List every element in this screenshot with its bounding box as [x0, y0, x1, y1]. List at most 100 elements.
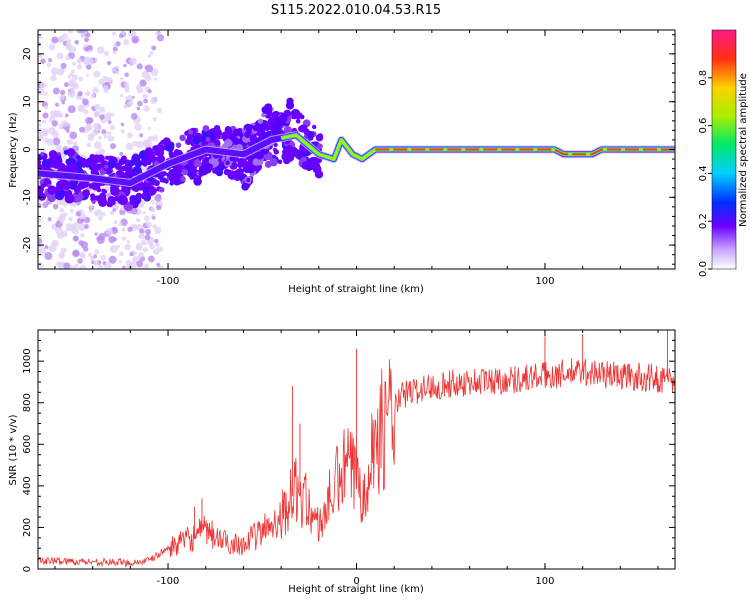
spectral-speckle	[124, 72, 129, 77]
spectral-speckle	[142, 211, 146, 215]
spectral-speckle	[138, 251, 144, 258]
colorbar-tick-label: 0.6	[698, 118, 709, 134]
spectral-speckle	[111, 113, 115, 117]
spectral-blob	[261, 132, 268, 139]
spectral-speckle	[119, 151, 124, 156]
spectral-speckle	[100, 254, 107, 261]
spectral-speckle	[42, 119, 47, 124]
spectral-speckle	[38, 202, 42, 208]
spectral-speckle	[65, 227, 70, 232]
spectral-speckle	[52, 203, 59, 210]
spectral-streak-blob	[278, 113, 288, 123]
spectral-speckle	[79, 105, 84, 110]
spectral-speckle	[84, 46, 89, 52]
spectral-speckle	[156, 34, 165, 42]
spectral-blob	[38, 159, 42, 166]
spectral-speckle	[60, 220, 64, 224]
spectral-speckle	[112, 31, 117, 36]
spectral-speckle	[80, 233, 85, 238]
spectral-speckle	[51, 36, 59, 44]
ridge-core	[375, 148, 675, 156]
spectral-speckle	[38, 262, 44, 268]
spectral-blob	[110, 186, 120, 196]
spectral-speckle	[69, 209, 74, 213]
spectral-speckle	[157, 246, 163, 252]
spectral-speckle	[73, 141, 78, 147]
spectral-speckle	[151, 45, 157, 51]
spectral-speckle	[74, 263, 79, 268]
spectral-speckle	[67, 123, 71, 127]
spectral-speckle	[72, 249, 80, 258]
spectral-blob	[129, 198, 136, 206]
spectral-speckle	[50, 67, 59, 76]
spectral-speckle	[139, 228, 145, 234]
spectral-speckle	[86, 142, 91, 148]
spectral-speckle	[38, 134, 44, 141]
spectral-blob	[158, 187, 165, 193]
spectral-speckle	[83, 246, 89, 252]
spectral-speckle	[153, 77, 157, 81]
spectral-speckle	[110, 124, 116, 130]
spectral-speckle	[105, 112, 113, 119]
spectral-streak-blob	[244, 131, 251, 138]
spectral-blob	[295, 119, 301, 124]
spectral-speckle	[52, 130, 60, 138]
spectral-speckle	[44, 252, 53, 260]
spectral-speckle	[150, 199, 155, 205]
spectral-speckle	[52, 110, 60, 118]
x-tick-label: -100	[157, 276, 180, 287]
spectral-blob	[176, 179, 182, 185]
spectral-blob	[96, 187, 102, 193]
spectral-blob	[205, 137, 211, 142]
spectral-speckle	[65, 129, 70, 133]
spectral-blob	[40, 152, 45, 156]
spectral-streak-blob	[198, 165, 205, 172]
spectral-blob	[234, 168, 244, 178]
spectral-speckle	[145, 222, 150, 227]
spectral-speckle	[155, 242, 160, 247]
spectral-speckle	[59, 95, 65, 101]
spectral-blob	[114, 195, 120, 202]
spectrogram-area	[38, 30, 675, 269]
spectral-streak-blob	[255, 151, 264, 160]
spectral-blob	[317, 133, 324, 139]
spectral-speckle	[129, 261, 138, 269]
spectral-speckle	[136, 106, 141, 111]
spectral-speckle	[60, 62, 67, 69]
spectrogram-x-axis-label: Height of straight line (km)	[288, 284, 424, 295]
spectral-speckle	[103, 262, 112, 269]
colorbar: 0.0 0.2 0.4 0.6 0.8 Normalized spectral ampl…	[698, 29, 749, 277]
spectral-speckle	[138, 232, 145, 240]
spectral-speckle	[56, 261, 63, 268]
spectral-speckle	[112, 43, 117, 47]
spectral-speckle	[127, 226, 133, 233]
spectral-blob	[66, 148, 76, 157]
spectral-speckle	[72, 82, 79, 90]
spectral-blob	[175, 142, 182, 148]
spectral-streak-blob	[225, 160, 230, 165]
spectral-blob	[263, 123, 271, 131]
spectral-speckle	[135, 245, 140, 250]
spectral-speckle	[59, 213, 66, 221]
spectral-speckle	[139, 133, 144, 138]
spectral-speckle	[43, 91, 48, 97]
spectral-blob	[159, 177, 165, 183]
spectral-blob	[224, 126, 232, 135]
spectral-speckle	[126, 132, 133, 139]
spectral-speckle	[52, 87, 60, 95]
spectral-speckle	[154, 227, 162, 234]
spectral-speckle	[120, 30, 126, 35]
spectral-speckle	[125, 265, 130, 269]
spectral-speckle	[74, 40, 79, 45]
spectral-blob	[73, 186, 82, 194]
chart-title: S115.2022.010.04.53.R15	[271, 3, 441, 18]
spectral-speckle	[72, 235, 79, 242]
spectral-blob	[179, 134, 186, 141]
spectral-speckle	[145, 75, 152, 82]
spectral-blob	[57, 190, 65, 197]
spectral-speckle	[85, 116, 93, 125]
spectral-speckle	[129, 57, 137, 66]
spectrogram-y-axis-label: Frequency (Hz)	[8, 112, 19, 188]
spectral-speckle	[85, 90, 91, 97]
spectral-speckle	[134, 123, 142, 131]
